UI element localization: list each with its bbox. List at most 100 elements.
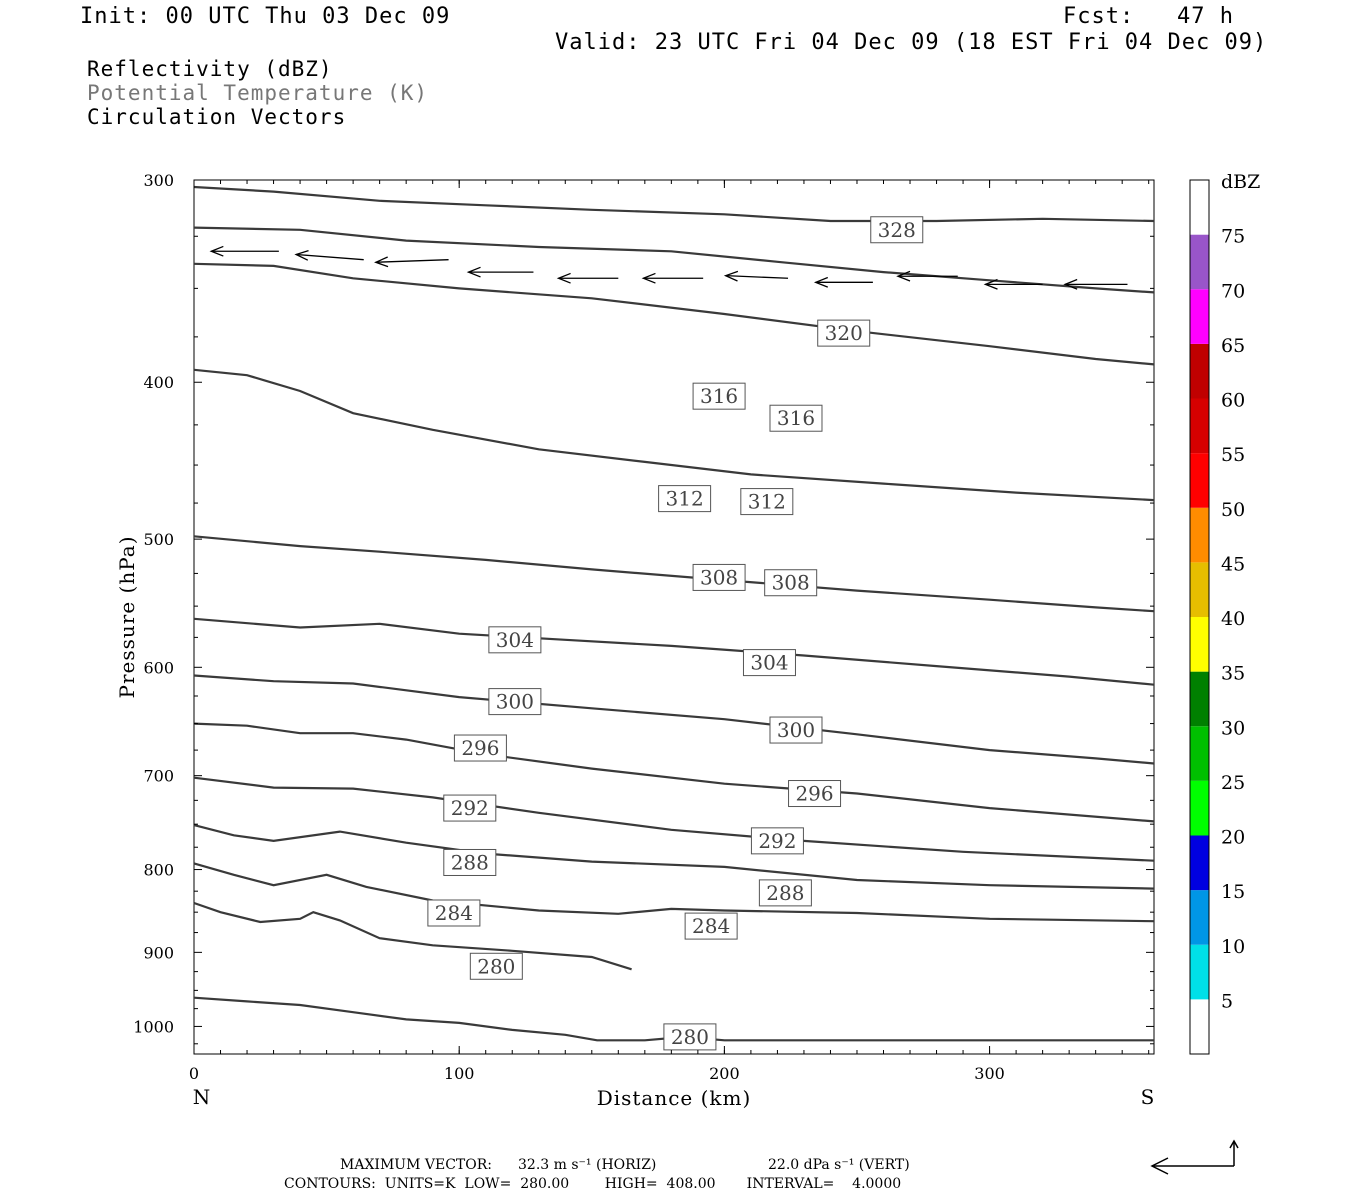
circulation-vector xyxy=(1063,278,1128,290)
contour-label: 304 xyxy=(742,649,796,677)
contour-label: 296 xyxy=(788,780,842,808)
colorbar-frame xyxy=(1189,179,1210,1055)
theta-contour-316 xyxy=(193,368,1155,502)
svg-text:284: 284 xyxy=(692,914,730,938)
forecast-hour-label: Fcst: 47 h xyxy=(1063,4,1234,29)
svg-text:312: 312 xyxy=(666,487,704,511)
svg-text:308: 308 xyxy=(772,571,810,595)
circulation-vector xyxy=(983,278,1043,290)
contour-label: 284 xyxy=(684,912,738,940)
x-axis-title: Distance (km) xyxy=(597,1086,752,1110)
y-tick-label: 300 xyxy=(143,171,174,190)
circulation-vector xyxy=(556,272,619,284)
svg-text:316: 316 xyxy=(777,406,815,430)
colorbar-level-label: 15 xyxy=(1221,881,1245,903)
svg-text:284: 284 xyxy=(435,901,473,925)
contour-label: 292 xyxy=(443,794,497,822)
circulation-vector xyxy=(896,270,958,282)
svg-text:296: 296 xyxy=(795,782,833,806)
colorbar-segment xyxy=(1190,453,1209,508)
circulation-vector xyxy=(813,276,873,288)
svg-text:292: 292 xyxy=(451,796,489,820)
y-axis-ticks: 300 400 500 600 700 800 900 1000 xyxy=(133,171,1154,1045)
theta-contour-328 xyxy=(193,185,1155,223)
reference-vector-icon xyxy=(1150,1139,1239,1175)
contour-label: 308 xyxy=(692,563,746,591)
theta-contour-324 xyxy=(193,226,1155,294)
theta-contour-304 xyxy=(193,674,1155,765)
contour-labels: 328 320 316 316 312 312 308 308 304 304 300 300 296 2… xyxy=(427,216,924,1051)
theta-contour-308 xyxy=(193,617,1155,686)
svg-text:280: 280 xyxy=(477,954,515,978)
colorbar-level-label: 65 xyxy=(1221,335,1245,357)
colorbar-segment xyxy=(1190,617,1209,672)
north-label: N xyxy=(193,1085,212,1109)
svg-text:328: 328 xyxy=(878,218,916,242)
circulation-vectors xyxy=(209,245,1128,290)
y-tick-label: 600 xyxy=(143,658,174,677)
y-axis-title: Pressure (hPa) xyxy=(115,536,139,699)
theta-contour-284 xyxy=(193,901,632,971)
x-tick-label: 100 xyxy=(444,1064,475,1083)
colorbar-segment xyxy=(1190,398,1209,454)
contour-label: 328 xyxy=(870,216,924,244)
south-label: S xyxy=(1141,1085,1156,1109)
svg-text:320: 320 xyxy=(825,321,863,345)
max-vector-vert: 22.0 dPa s⁻¹ (VERT) xyxy=(768,1157,910,1173)
contour-label: 296 xyxy=(453,734,507,762)
colorbar-segment xyxy=(1190,726,1209,781)
contour-label: 300 xyxy=(488,688,542,716)
colorbar-level-label: 40 xyxy=(1221,608,1245,630)
colorbar-segment xyxy=(1190,835,1209,891)
theta-contour-288 xyxy=(193,862,1155,923)
circulation-vector xyxy=(466,266,534,278)
svg-text:316: 316 xyxy=(700,384,738,408)
colorbar-segment xyxy=(1190,234,1209,290)
svg-text:308: 308 xyxy=(700,565,738,589)
colorbar-segment xyxy=(1190,890,1209,945)
colorbar-segment xyxy=(1190,671,1209,727)
colorbar-segment xyxy=(1190,562,1209,617)
plot-frame xyxy=(193,179,1155,1055)
field-theta-label: Potential Temperature (K) xyxy=(87,81,429,105)
contour-label: 280 xyxy=(469,952,523,980)
y-tick-label: 500 xyxy=(143,530,174,549)
theta-contour-320 xyxy=(193,262,1155,366)
theta-contour-312 xyxy=(193,535,1155,613)
circulation-vector xyxy=(209,245,279,257)
colorbar-level-label: 30 xyxy=(1221,717,1245,739)
circulation-vector xyxy=(294,249,364,261)
contour-label: 320 xyxy=(817,319,871,347)
colorbar-segment xyxy=(1190,180,1209,235)
colorbar-segment xyxy=(1190,507,1209,563)
max-vector-horiz: 32.3 m s⁻¹ (HORIZ) xyxy=(518,1157,657,1173)
colorbar-level-label: 75 xyxy=(1221,226,1245,248)
colorbar-level-label: 50 xyxy=(1221,499,1245,521)
svg-text:280: 280 xyxy=(671,1025,709,1049)
contour-label: 300 xyxy=(769,716,823,744)
max-vector-label: MAXIMUM VECTOR: xyxy=(340,1157,492,1173)
colorbar-level-label: 55 xyxy=(1221,444,1245,466)
svg-text:304: 304 xyxy=(750,651,788,675)
colorbar-level-label: 25 xyxy=(1221,772,1245,794)
y-tick-label: 400 xyxy=(143,373,174,392)
x-tick-label: 200 xyxy=(709,1064,740,1083)
valid-time-label: Valid: 23 UTC Fri 04 Dec 09 (18 EST Fri … xyxy=(555,30,1268,55)
x-axis-ticks: 0 100 200 300 xyxy=(189,180,1150,1083)
dbz-colorbar: 5 10 15 20 25 30 35 40 45 50 55 60 65 70 75 dBZ xyxy=(1189,171,1260,1055)
colorbar-level-label: 20 xyxy=(1221,827,1245,849)
svg-text:288: 288 xyxy=(451,850,489,874)
svg-text:296: 296 xyxy=(461,736,499,760)
colorbar-segment xyxy=(1190,999,1209,1054)
x-tick-label: 300 xyxy=(974,1064,1005,1083)
contour-label: 292 xyxy=(750,827,804,855)
contour-label: 312 xyxy=(740,488,794,516)
svg-text:312: 312 xyxy=(748,490,786,514)
theta-contour-280 xyxy=(193,996,1154,1042)
init-time-label: Init: 00 UTC Thu 03 Dec 09 xyxy=(80,4,451,29)
colorbar-unit-label: dBZ xyxy=(1221,171,1260,193)
y-tick-label: 700 xyxy=(143,767,174,786)
contour-label: 284 xyxy=(427,899,481,927)
svg-text:300: 300 xyxy=(777,718,815,742)
colorbar-level-label: 70 xyxy=(1221,280,1245,302)
